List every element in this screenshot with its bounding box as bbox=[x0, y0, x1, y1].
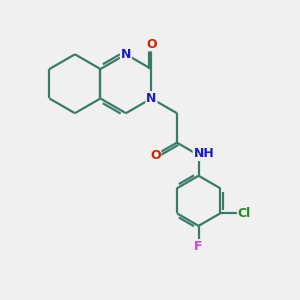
Text: F: F bbox=[194, 240, 203, 253]
Text: NH: NH bbox=[194, 147, 214, 160]
Text: O: O bbox=[150, 149, 160, 162]
Text: Cl: Cl bbox=[238, 207, 251, 220]
Text: N: N bbox=[146, 92, 157, 105]
Text: N: N bbox=[121, 48, 131, 61]
Text: O: O bbox=[146, 38, 157, 50]
